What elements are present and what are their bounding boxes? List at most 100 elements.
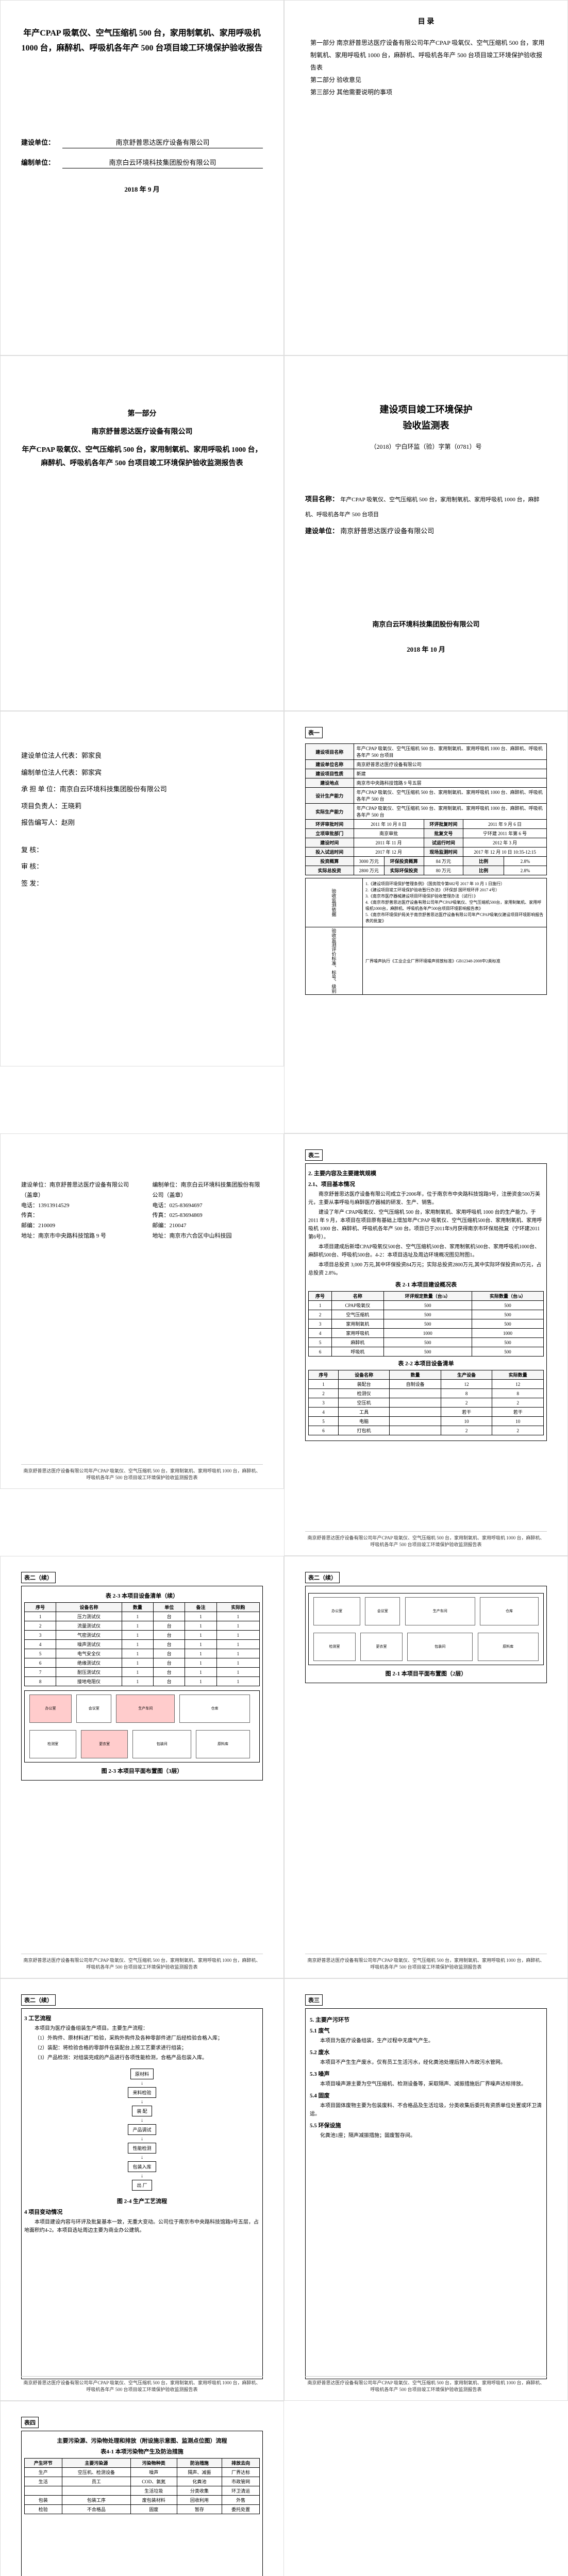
table22: 序号设备名称数量生产设备实际数量1装配台自制设备12122检测仪883空压机22… (308, 1370, 544, 1435)
t3-h15: 5.5 环保设施 (310, 2121, 542, 2129)
flow-arrow: ↓ (141, 2099, 143, 2105)
left-zip-label: 邮编： (21, 1223, 38, 1229)
sig-2-label: 编制单位法人代表： (21, 769, 81, 776)
floor-plan-3: 办公室 会议室 生产车间 仓库 检测室 更衣室 包装间 原料库 (24, 1690, 260, 1762)
room-g: 包装间 (132, 1730, 191, 1758)
contact-block: 建设单位：南京舒普思达医疗设备有限公司（盖章） 电话：13913914529 传… (21, 1180, 263, 1242)
sig-1-label: 建设单位法人代表： (21, 752, 81, 759)
sig-3-label: 承 担 单 位： (21, 785, 60, 793)
table4-box: 表四 (21, 2417, 39, 2428)
t3-h1: 5. 主要产污环节 (310, 2015, 542, 2024)
sig-4-value: 王晓莉 (61, 802, 81, 810)
sig-3: 承 担 单 位：南京白云环境科技集团股份有限公司 (21, 781, 263, 798)
sig-5-label: 报告编写人： (21, 819, 61, 826)
t2-para1: 2.1、项目基本情况 (308, 1180, 544, 1188)
t4-caption: 表4-1 本项污染物产生及防治措施 (24, 2447, 260, 2455)
t3-t13: 本项目噪声源主要为空气压缩机、检测设备等，采取隔声、减振措施后厂界噪声达标排放。 (310, 2080, 542, 2089)
monitor-heading1: 建设项目竣工环境保护 (305, 402, 547, 416)
plan-caption: 图 2-1 本项目平面布置图（2层） (308, 1669, 544, 1677)
sig-5-value: 赵刚 (61, 819, 75, 826)
signatures-page: 建设单位法人代表：郭家良 编制单位法人代表：郭家宾 承 担 单 位：南京白云环境… (0, 711, 284, 1066)
room-d: 仓库 (179, 1694, 250, 1723)
builder-row2: 建设单位： 南京舒普思达医疗设备有限公司 (305, 524, 547, 539)
sig-5: 报告编写人：赵刚 (21, 815, 263, 832)
room-f: 更衣室 (81, 1730, 128, 1758)
sig-1: 建设单位法人代表：郭家良 (21, 748, 263, 765)
layout-heading: 4 项目变动情况 (24, 2208, 260, 2216)
footer-10: 南京舒普思达医疗设备有限公司年产CPAP 吸氧仪、空气压缩机 500 台，家用制… (305, 1954, 547, 1970)
t2-heading: 2. 主要内容及主要建筑规模 (308, 1169, 544, 1177)
compiler-row: 编制单位： 南京白云环境科技集团股份有限公司 (21, 156, 263, 168)
t2-body-1: 建设了年产 CPAP吸氧仪、空气压缩机 500 台，家用制氧机、家用呼吸机 10… (308, 1209, 544, 1242)
toc-item-3: 第三部分 其他需要说明的事项 (310, 86, 547, 98)
sig-2: 编制单位法人代表：郭家宾 (21, 765, 263, 782)
room-6: 更衣室 (360, 1633, 403, 1661)
right-addr: 南京市六合区中山科技园 (170, 1233, 232, 1239)
flow-step: 来料检验 (128, 2087, 156, 2098)
table2b-page: 表二（续） 办公室 会议室 生产车间 仓库 检测室 更衣室 包装间 原料库 图 … (284, 1556, 568, 1978)
flow-arrow: ↓ (141, 2173, 143, 2179)
right-org: 编制单位：南京白云环境科技集团股份有限公司（盖章） (153, 1180, 263, 1201)
contact-page: 建设单位：南京舒普思达医疗设备有限公司（盖章） 电话：13913914529 传… (0, 1133, 284, 1489)
table4-page: 表四 主要污染源、污染物处理和排放（附设施示意图、监测点位图）流程 表4-1 本… (0, 2401, 284, 2576)
t3-h12: 5.2 废水 (310, 2048, 542, 2056)
sig-1-value: 郭家良 (81, 752, 102, 759)
left-fax-label: 传真： (21, 1212, 38, 1218)
table1-main: 建设项目名称年产CPAP 吸氧仪、空气压缩机 500 台、家用制氧机、家用呼吸机… (305, 743, 547, 875)
room-5: 检测室 (313, 1633, 356, 1661)
flow-step: 原材料 (130, 2069, 154, 2079)
table1-page: 表一 建设项目名称年产CPAP 吸氧仪、空气压缩机 500 台、家用制氧机、家用… (284, 711, 568, 1133)
floor-plan: 办公室 会议室 生产车间 仓库 检测室 更衣室 包装间 原料库 (308, 1593, 544, 1665)
process-t0: 本项目为医疗设备组装生产项目。主要生产流程： (24, 2025, 260, 2033)
room-b: 会议室 (76, 1694, 111, 1723)
process-t3: （3）产品检测：对组装完成的产品进行各项性能检测，合格产品包装入库。 (24, 2054, 260, 2062)
t22b-caption: 表 2-3 本项目设备清单（续） (24, 1591, 260, 1600)
room-1: 办公室 (313, 1597, 360, 1625)
t3-t14: 本项目固体废物主要为包装废料、不合格品及生活垃圾，分类收集后委托有资质单位处置或… (310, 2102, 542, 2119)
left-addr-label: 地址： (21, 1233, 38, 1239)
monitor-compiler: 南京白云环境科技集团股份有限公司 (305, 619, 547, 629)
right-tel: 025-83694697 (170, 1202, 203, 1209)
std-text: 厂界噪声执行《工业企业厂界环境噪声排放标准》GB12348-2008中2类标准 (363, 927, 547, 995)
builder-label2: 建设单位： (305, 527, 339, 535)
table2d-box: 表二（续） (21, 1994, 56, 2006)
flow-step: 性能检测 (128, 2143, 156, 2154)
part1-page: 第一部分 南京舒普思达医疗设备有限公司 年产CPAP 吸氧仪、空气压缩机 500… (0, 355, 284, 711)
monitor-cover-page: 建设项目竣工环境保护 验收监测表 （2018）宁白环监（验）字第（0781）号 … (284, 355, 568, 711)
sig-4: 项目负责人：王晓莉 (21, 798, 263, 815)
table2-page: 表二 2. 主要内容及主要建筑规模 2.1、项目基本情况 南京舒普思达医疗设备有… (284, 1133, 568, 1556)
builder-value2: 南京舒普思达医疗设备有限公司 (340, 527, 434, 535)
cover-title: 年产CPAP 吸氧仪、空气压缩机 500 台，家用制氧机、家用呼吸机 1000 … (21, 26, 263, 56)
room-e: 检测室 (29, 1730, 76, 1758)
builder-value: 南京舒普思达医疗设备有限公司 (62, 136, 263, 148)
flow-step: 产品调试 (128, 2124, 156, 2135)
flow-step: 出 厂 (132, 2180, 152, 2191)
std-label: 验收监测评价标准、标号、级别 (306, 927, 363, 995)
room-3: 生产车间 (405, 1597, 476, 1625)
room-2: 会议室 (365, 1597, 400, 1625)
table1-basis: 验收监测依据 1.《建设项目环境保护管理条例》（国务院令第682号 2017 年… (305, 878, 547, 995)
proj-value: 年产CPAP 吸氧仪、空气压缩机 500 台，家用制氧机、家用呼吸机 1000 … (305, 497, 540, 518)
right-tel-label: 电话： (153, 1202, 170, 1209)
toc-item-2: 第二部分 验收意见 (310, 74, 547, 86)
footer-8: 南京舒普思达医疗设备有限公司年产CPAP 吸氧仪、空气压缩机 500 台，家用制… (305, 1531, 547, 1548)
left-org: 建设单位：南京舒普思达医疗设备有限公司（盖章） (21, 1180, 132, 1201)
right-addr-label: 地址： (153, 1233, 170, 1239)
monitor-heading2: 验收监测表 (305, 418, 547, 432)
table2d-page: 表二（续） 3 工艺流程 本项目为医疗设备组装生产项目。主要生产流程： （1）外… (0, 1978, 284, 2401)
cover-date: 2018 年 9 月 (21, 184, 263, 194)
table2b-box: 表二（续） (305, 1572, 340, 1583)
toc-item-1: 第一部分 南京舒普思达医疗设备有限公司年产CPAP 吸氧仪、空气压缩机 500 … (310, 37, 547, 74)
t21-caption: 表 2-1 本项目建设概况表 (308, 1280, 544, 1289)
flow-arrow: ↓ (141, 2080, 143, 2086)
left-tel-label: 电话： (21, 1202, 38, 1209)
sig-2-value: 郭家宾 (81, 769, 102, 776)
table2c-box: 表二（续） (21, 1572, 56, 1583)
room-8: 原料库 (478, 1633, 539, 1661)
left-zip: 210009 (38, 1223, 55, 1229)
right-zip: 210047 (170, 1223, 187, 1229)
process-t1: （1）外购件、原材料进厂检验，采购外购件及各种零部件进厂后经检验合格入库； (24, 2035, 260, 2043)
layout-text: 本项目建设内容与环评及批复基本一致，无重大变动。公司位于南京市中央路科技馆路9号… (24, 2218, 260, 2235)
compiler-value: 南京白云环境科技集团股份有限公司 (62, 156, 263, 168)
t3-h13: 5.3 噪声 (310, 2070, 542, 2078)
